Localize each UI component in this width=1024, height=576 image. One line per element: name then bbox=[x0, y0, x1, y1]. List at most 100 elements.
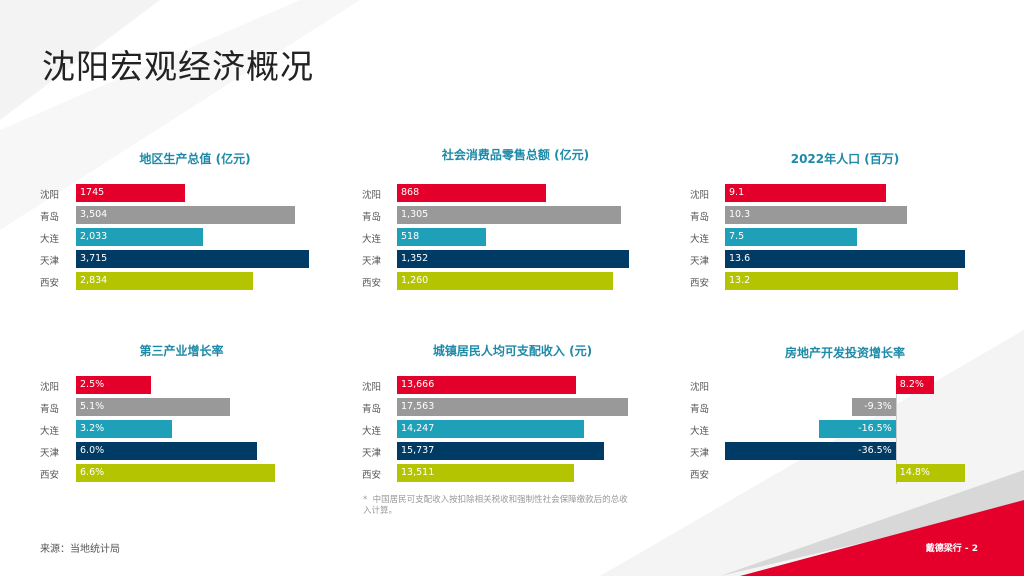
bar-沈阳 bbox=[397, 184, 547, 202]
bar-大连 bbox=[397, 228, 486, 246]
bar-沈阳 bbox=[76, 184, 186, 202]
data-label: 5.1% bbox=[80, 401, 105, 412]
data-label: 9.1 bbox=[729, 187, 745, 198]
category-label: 大连 bbox=[362, 234, 382, 245]
category-label: 西安 bbox=[362, 470, 382, 481]
category-label: 沈阳 bbox=[690, 382, 710, 393]
data-label: 10.3 bbox=[729, 209, 751, 220]
bar-西安 bbox=[725, 272, 958, 290]
bar-西安 bbox=[397, 464, 575, 482]
data-label: 2,834 bbox=[80, 275, 108, 286]
category-label: 西安 bbox=[40, 470, 60, 481]
category-label: 天津 bbox=[40, 448, 60, 459]
data-label: 2.5% bbox=[80, 379, 105, 390]
data-label: 14,247 bbox=[401, 423, 435, 434]
data-label: 868 bbox=[401, 187, 420, 198]
category-label: 青岛 bbox=[690, 404, 710, 415]
chart-title-0: 地区生产总值 (亿元) bbox=[139, 152, 251, 166]
bar-天津 bbox=[397, 442, 604, 460]
data-label: 6.6% bbox=[80, 467, 105, 478]
zero-axis-5 bbox=[895, 374, 897, 484]
bar-天津 bbox=[397, 250, 630, 268]
bar-大连 bbox=[76, 420, 173, 438]
category-label: 天津 bbox=[40, 256, 60, 267]
bar-青岛 bbox=[397, 398, 628, 416]
page-title: 沈阳宏观经济概况 bbox=[42, 47, 314, 86]
category-label: 天津 bbox=[362, 448, 382, 459]
category-label: 青岛 bbox=[362, 404, 382, 415]
bar-沈阳 bbox=[76, 376, 152, 394]
data-label: -36.5% bbox=[858, 445, 892, 456]
category-label: 沈阳 bbox=[690, 190, 710, 201]
data-label: 14.8% bbox=[899, 467, 930, 478]
category-label: 青岛 bbox=[40, 404, 60, 415]
bar-沈阳 bbox=[895, 376, 935, 394]
category-label: 大连 bbox=[362, 426, 382, 437]
bar-青岛 bbox=[852, 398, 896, 416]
category-label: 沈阳 bbox=[362, 382, 382, 393]
data-label: 3.2% bbox=[80, 423, 105, 434]
bar-大连 bbox=[76, 228, 204, 246]
data-label: 7.5 bbox=[729, 231, 745, 242]
data-label: 1,305 bbox=[401, 209, 429, 220]
bar-西安 bbox=[895, 464, 965, 482]
category-label: 天津 bbox=[690, 256, 710, 267]
category-label: 沈阳 bbox=[40, 190, 60, 201]
bar-青岛 bbox=[76, 398, 230, 416]
footnote: * 中国居民可支配收入按扣除相关税收和强制性社会保障缴款后的总收入计算。 bbox=[363, 495, 633, 517]
category-label: 青岛 bbox=[690, 212, 710, 223]
category-label: 沈阳 bbox=[362, 190, 382, 201]
bar-青岛 bbox=[397, 206, 622, 224]
data-label: 1,352 bbox=[401, 253, 429, 264]
data-label: -9.3% bbox=[864, 401, 892, 412]
source-note: 来源：当地统计局 bbox=[40, 544, 120, 555]
category-label: 青岛 bbox=[40, 212, 60, 223]
category-label: 大连 bbox=[40, 234, 60, 245]
chart-title-5: 房地产开发投资增长率 bbox=[784, 346, 905, 360]
category-label: 西安 bbox=[40, 278, 60, 289]
chart-title-3: 第三产业增长率 bbox=[139, 344, 224, 358]
bar-西安 bbox=[76, 464, 275, 482]
data-label: 2,033 bbox=[80, 231, 108, 242]
bar-沈阳 bbox=[725, 184, 886, 202]
data-label: 1,260 bbox=[401, 275, 429, 286]
bar-青岛 bbox=[76, 206, 296, 224]
chart-title-4: 城镇居民人均可支配收入 (元) bbox=[432, 344, 593, 358]
footnote-marker: * bbox=[363, 495, 368, 505]
category-label: 大连 bbox=[40, 426, 60, 437]
category-label: 西安 bbox=[362, 278, 382, 289]
data-label: 13.6 bbox=[729, 253, 751, 264]
bar-西安 bbox=[76, 272, 254, 290]
category-label: 西安 bbox=[690, 470, 710, 481]
data-label: 6.0% bbox=[80, 445, 105, 456]
bar-西安 bbox=[397, 272, 614, 290]
bar-天津 bbox=[76, 250, 309, 268]
category-label: 大连 bbox=[690, 234, 710, 245]
data-label: 13,666 bbox=[401, 379, 435, 390]
bar-沈阳 bbox=[397, 376, 577, 394]
bar-大连 bbox=[397, 420, 584, 438]
data-label: 15,737 bbox=[401, 445, 435, 456]
bar-天津 bbox=[76, 442, 257, 460]
data-label: 3,504 bbox=[80, 209, 108, 220]
chart-title-2: 2022年人口 (百万) bbox=[790, 152, 900, 166]
chart-title-1: 社会消费品零售总额 (亿元) bbox=[441, 148, 590, 162]
data-label: 518 bbox=[401, 231, 420, 242]
bar-大连 bbox=[725, 228, 858, 246]
data-label: 3,715 bbox=[80, 253, 108, 264]
category-label: 青岛 bbox=[362, 212, 382, 223]
bar-天津 bbox=[725, 250, 965, 268]
bar-天津 bbox=[725, 442, 896, 460]
category-label: 天津 bbox=[362, 256, 382, 267]
category-label: 天津 bbox=[690, 448, 710, 459]
page-number: 戴德梁行 - 2 bbox=[925, 544, 978, 554]
category-label: 大连 bbox=[690, 426, 710, 437]
footnote-text: 中国居民可支配收入按扣除相关税收和强制性社会保障缴款后的总收入计算。 bbox=[363, 495, 628, 516]
bar-大连 bbox=[818, 420, 896, 438]
data-label: 13,511 bbox=[401, 467, 435, 478]
category-label: 沈阳 bbox=[40, 382, 60, 393]
category-label: 西安 bbox=[690, 278, 710, 289]
data-label: 17,563 bbox=[401, 401, 435, 412]
data-label: 8.2% bbox=[899, 379, 924, 390]
data-label: -16.5% bbox=[858, 423, 892, 434]
